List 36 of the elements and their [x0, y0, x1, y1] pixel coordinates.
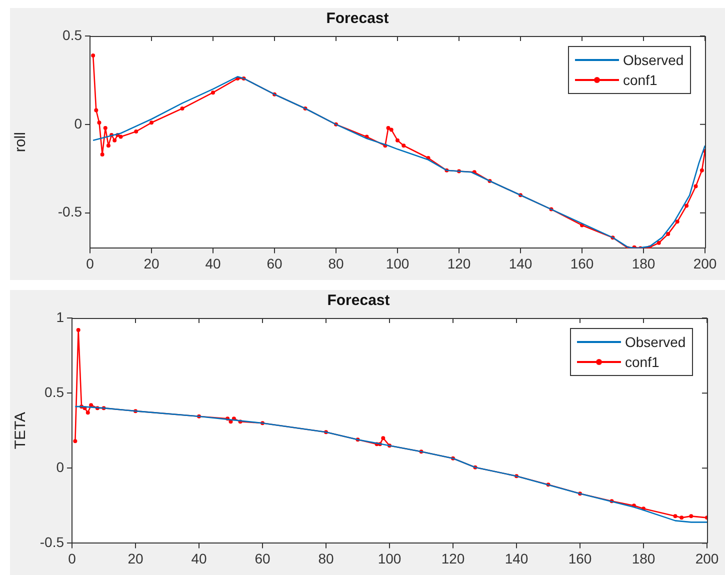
y-axis-title: TETA — [12, 412, 30, 450]
chart-title: Forecast — [326, 10, 389, 28]
x-tick-label: 140 — [508, 255, 532, 272]
x-tick-label: 40 — [191, 550, 207, 566]
legend-label: conf1 — [623, 72, 658, 88]
y-tick-label: 0 — [74, 115, 82, 132]
y-tick-label: 0.5 — [44, 384, 64, 400]
y-tick-label: -0.5 — [40, 534, 64, 550]
x-tick-label: 20 — [144, 255, 160, 272]
x-tick-label: 160 — [568, 550, 592, 566]
x-tick-label: 100 — [386, 255, 410, 272]
chart-title: Forecast — [327, 292, 390, 310]
legend-label: Observed — [623, 52, 684, 68]
x-tick-label: 200 — [695, 550, 719, 566]
x-tick-label: 200 — [693, 255, 717, 272]
x-tick-label: 100 — [378, 550, 402, 566]
x-tick-label: 80 — [328, 255, 344, 272]
x-tick-label: 80 — [318, 550, 334, 566]
x-tick-label: 60 — [266, 255, 282, 272]
y-tick-label: 0.5 — [62, 26, 82, 43]
x-tick-label: 140 — [504, 550, 528, 566]
y-tick-label: 1 — [56, 308, 64, 325]
x-tick-label: 180 — [632, 255, 656, 272]
x-tick-label: 120 — [441, 550, 465, 566]
y-tick-label: -0.5 — [58, 204, 82, 220]
y-axis-title: roll — [12, 132, 30, 152]
x-tick-label: 40 — [205, 255, 221, 272]
y-tick-label: 0 — [56, 458, 64, 475]
x-tick-label: 60 — [254, 550, 270, 566]
x-tick-label: 20 — [128, 550, 144, 566]
x-tick-label: 180 — [632, 550, 656, 566]
x-tick-label: 160 — [570, 255, 594, 272]
legend-label: conf1 — [625, 354, 660, 370]
legend-label: Observed — [625, 334, 686, 350]
x-tick-label: 0 — [86, 255, 94, 272]
x-tick-label: 120 — [447, 255, 471, 272]
